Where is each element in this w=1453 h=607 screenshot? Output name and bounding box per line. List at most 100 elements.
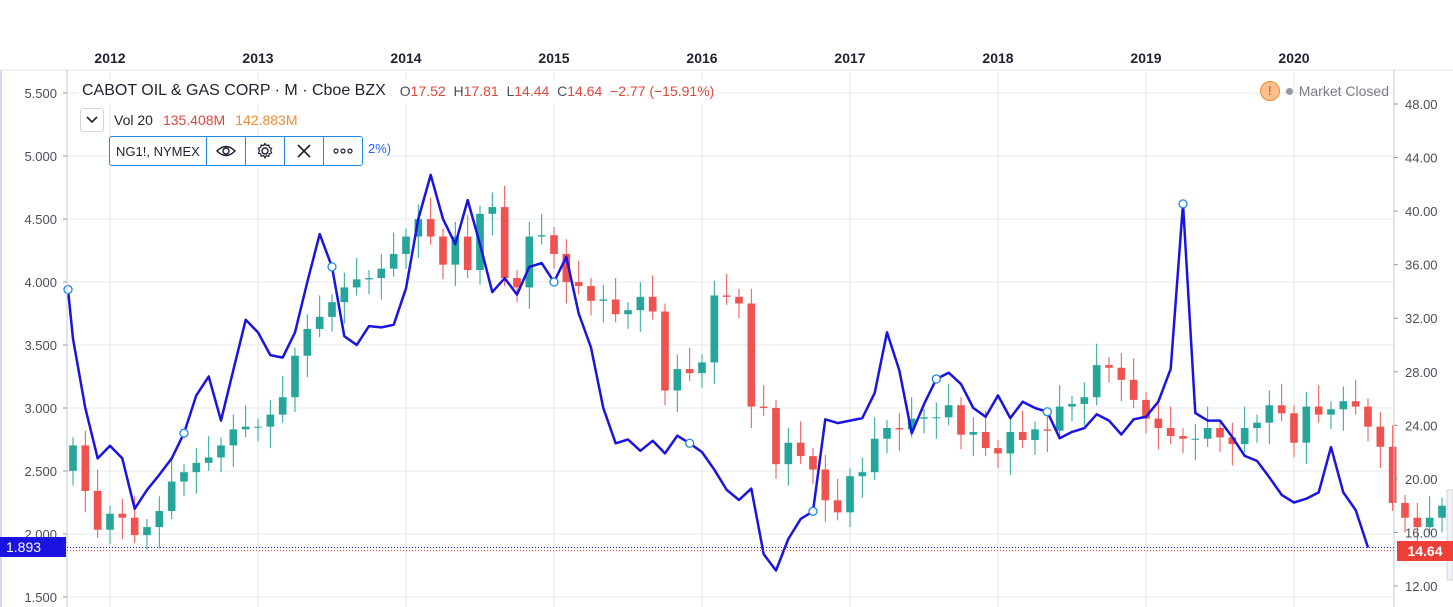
candle-body [389,253,398,269]
symbol-title[interactable]: CABOT OIL & GAS CORP · M · Cboe BZX [82,82,386,99]
overlay-marker [327,262,337,272]
candle-body [1327,409,1335,415]
overlay-study-name[interactable]: NG1!, NYMEX [116,143,200,159]
candle-body [1302,406,1311,443]
visibility-button[interactable] [205,137,245,165]
overlay-marker [685,438,695,448]
candle-body [1129,379,1138,400]
candle-body [365,278,373,280]
right-tick-label: 48.00 [1405,97,1438,112]
candle-body [957,405,965,435]
candle-body [377,268,386,279]
close-value: 14.64 [567,83,603,99]
candle-body [907,418,916,430]
candle-body [550,235,558,254]
overlay-marker [63,284,73,295]
left-last-price-badge: 1.893 [0,537,66,557]
candle-body [340,287,349,303]
right-tick-label: 36.00 [1405,258,1438,273]
year-tick-label: 2014 [390,50,421,66]
candle-body [1031,429,1039,441]
overlay-change-tail: 2%) [368,141,392,156]
candle-body [846,476,854,513]
candle-body [661,311,669,391]
candle-body [1068,403,1076,407]
candle-body [562,253,571,283]
candle-body [685,369,694,374]
candle-body [1376,426,1385,447]
candle-body [1240,428,1249,445]
candle-body [796,442,805,457]
candle-body [1055,406,1064,431]
candle-body [106,513,114,530]
candle-body [1339,401,1348,410]
candle-body [574,282,583,287]
change-value: −2.77 (−15.91%) [610,83,715,99]
candle-body [759,406,768,408]
remove-button[interactable] [283,137,323,165]
right-edge-scroll [1446,489,1453,581]
candle-body [784,442,793,465]
candle-body [587,286,595,301]
candle-body [1142,399,1150,419]
candle-body [772,407,780,465]
close-label: C [557,83,568,99]
candle-body [883,428,891,439]
left-tick-label: 3.500 [24,338,57,353]
collapse-legend-button[interactable] [80,108,104,132]
candle-body [722,295,731,297]
candle-body [747,303,756,407]
candle-body [735,296,743,304]
candle-body [858,472,867,477]
candle-body [143,527,151,536]
alert-icon[interactable]: ! [1259,81,1280,101]
candle-body [1413,517,1422,528]
symbol-legend[interactable]: CABOT OIL & GAS CORP · M · Cboe BZX O 17.… [78,79,719,103]
candle-body [130,517,139,536]
market-status[interactable]: ! Market Closed [1259,81,1389,101]
candle-body [1080,397,1089,404]
candle-body [636,296,645,311]
settings-button[interactable] [244,137,284,165]
low-label: L [506,83,515,99]
open-label: O [399,83,411,99]
left-tick-label: 4.500 [24,212,57,227]
candle-body [944,405,953,418]
volume-label[interactable]: Vol 20 [114,112,153,128]
overlay-study-toolbar[interactable]: NG1!, NYMEX [109,136,363,166]
right-tick-label: 32.00 [1405,311,1438,326]
status-dot [1285,87,1293,95]
candle-body [81,445,90,491]
left-tick-label: 3.000 [24,401,57,416]
candle-body [1277,405,1286,414]
candle-body [488,207,497,214]
candle-body [1166,428,1175,437]
candle-body [611,299,620,315]
candle-body [180,472,188,482]
candle-body [1203,428,1212,439]
volume-value: 135.408M [162,112,226,128]
candle-body [1043,429,1052,431]
candle-body [303,328,312,356]
high-value: 17.81 [463,83,499,99]
more-button[interactable] [322,137,362,165]
candle-body [500,207,509,279]
candle-body [599,299,608,301]
candle-body [439,236,447,265]
candle-body [698,362,706,374]
volume-ma-value: 142.883M [235,112,298,128]
candle-body [1191,438,1200,440]
right-tick-label: 24.00 [1405,418,1438,433]
candle-body [1438,505,1446,518]
axes: 2012 2013 2014 2015 2016 2017 2018 2019 2020 5.50… [0,50,1453,607]
candle-body [463,236,472,271]
candle-body [870,438,879,473]
candle-body [710,295,719,363]
high-label: H [453,83,464,99]
candle-body [673,369,682,391]
eye-icon [215,145,236,157]
left-tick-label: 2.500 [24,464,57,479]
candle-body [1253,422,1261,429]
overlay-series-ng [66,173,1370,572]
candle-body [1228,437,1237,445]
